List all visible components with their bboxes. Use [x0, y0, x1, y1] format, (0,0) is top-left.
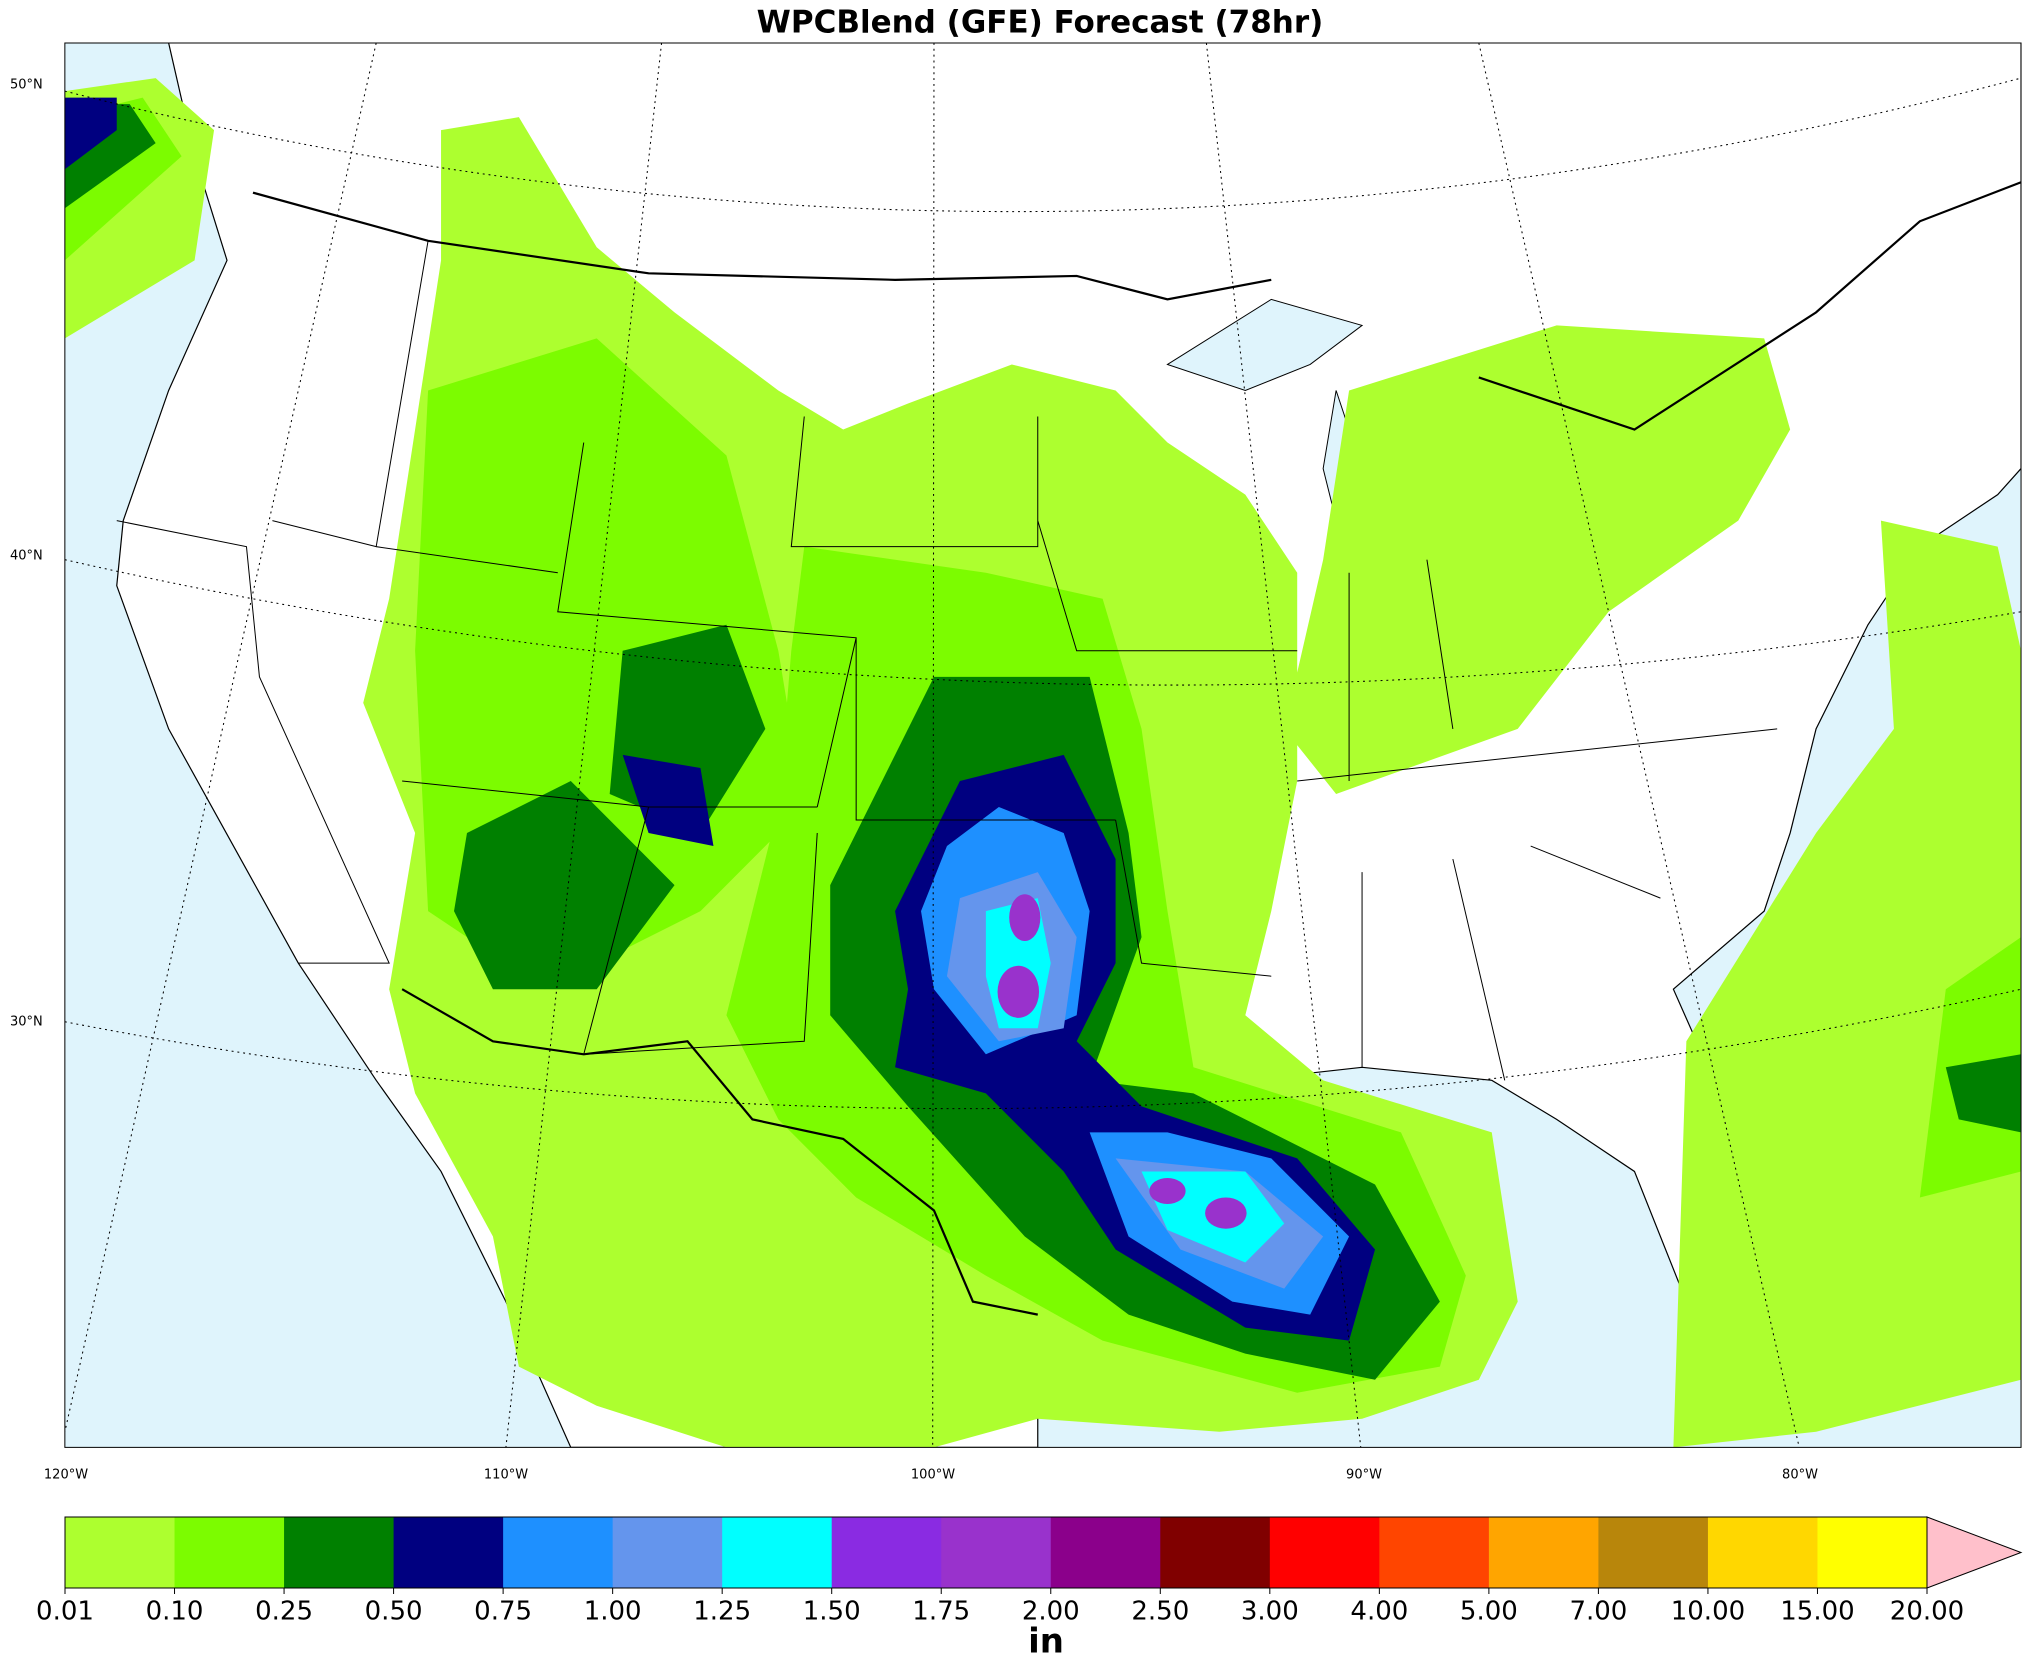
colorbar-tick-label: 1.00: [584, 1597, 642, 1627]
colorbar-tick-label: 0.25: [255, 1597, 313, 1627]
map: [65, 43, 2021, 1447]
colorbar-bin: [1488, 1517, 1599, 1588]
colorbar-bin: [1379, 1517, 1490, 1588]
colorbar-tick-label: 0.50: [365, 1597, 423, 1627]
precip-cell: [1009, 894, 1041, 942]
colorbar-tick-label: 0.01: [36, 1597, 94, 1627]
precip-1.75: [997, 894, 1247, 1229]
country-border: [253, 182, 2021, 1314]
map-title: WPCBlend (GFE) Forecast (78hr): [757, 5, 1324, 41]
lon-label: 100°W: [911, 1468, 955, 1483]
colorbar-tick-label: 2.50: [1131, 1597, 1189, 1627]
colorbar-tick-label: 1.75: [912, 1597, 970, 1627]
graticule: [64, 42, 2022, 1448]
colorbar-bin: [1050, 1517, 1161, 1588]
map-frame: [65, 43, 2021, 1447]
colorbar-extend: [1926, 1516, 2023, 1589]
lat-label: 30°N: [10, 1015, 43, 1030]
colorbar-tick-label: 2.00: [1022, 1597, 1080, 1627]
lat-label: 50°N: [10, 78, 43, 93]
lon-label: 90°W: [1346, 1468, 1382, 1483]
colorbar-tick-label: 1.25: [693, 1597, 751, 1627]
lat-label: 40°N: [10, 549, 43, 564]
coordinate-labels: 50°N 40°N 30°N 120°W 110°W 100°W 90°W 80°W: [10, 78, 1818, 1483]
colorbar: 0.01 0.10 0.25 0.50 0.75 1.00 1.25 1.50 1.75 2.00…: [36, 1516, 2023, 1662]
colorbar-bin: [393, 1517, 504, 1588]
colorbar-bin: [65, 1517, 176, 1588]
precip-cell: [1205, 1197, 1247, 1229]
graticule-line: [64, 988, 2022, 1110]
colorbar-label: in: [1028, 1622, 1064, 1662]
precip-cell: [1149, 1177, 1186, 1204]
map-body: [64, 42, 2022, 1448]
colorbar-bin: [503, 1517, 614, 1588]
colorbar-bin: [284, 1517, 395, 1588]
graticule-line: [1205, 42, 1362, 1448]
colorbar-tick-label: 4.00: [1350, 1597, 1408, 1627]
colorbar-bin: [1707, 1517, 1818, 1588]
colorbar-outline: [64, 1516, 1928, 1589]
colorbar-tick-label: 10.00: [1671, 1597, 1745, 1627]
colorbar-bin: [1269, 1517, 1380, 1588]
colorbar-bin: [612, 1517, 723, 1588]
precip-0.25: [64, 104, 2022, 1380]
lon-label: 80°W: [1782, 1468, 1818, 1483]
colorbar-bin: [722, 1517, 833, 1588]
colorbar-tick-label: 0.10: [146, 1597, 204, 1627]
precip-cell: [997, 965, 1040, 1018]
colorbar-tick-label: 7.00: [1569, 1597, 1627, 1627]
colorbar-tick-label: 20.00: [1890, 1597, 1964, 1627]
colorbar-bin: [1160, 1517, 1271, 1588]
colorbar-bin: [174, 1517, 285, 1588]
colorbar-bin: [1817, 1517, 1928, 1588]
graticule-line: [505, 42, 663, 1448]
lon-label: 110°W: [484, 1468, 528, 1483]
colorbar-tick-label: 3.00: [1241, 1597, 1299, 1627]
colorbar-tick-label: 5.00: [1460, 1597, 1518, 1627]
colorbar-bin: [941, 1517, 1052, 1588]
colorbar-tick-label: 15.00: [1780, 1597, 1854, 1627]
lon-label: 120°W: [44, 1468, 88, 1483]
colorbar-tick-label: 1.50: [803, 1597, 861, 1627]
colorbar-bin: [831, 1517, 942, 1588]
colorbar-tick-label: 0.75: [474, 1597, 532, 1627]
colorbar-bin: [1598, 1517, 1709, 1588]
